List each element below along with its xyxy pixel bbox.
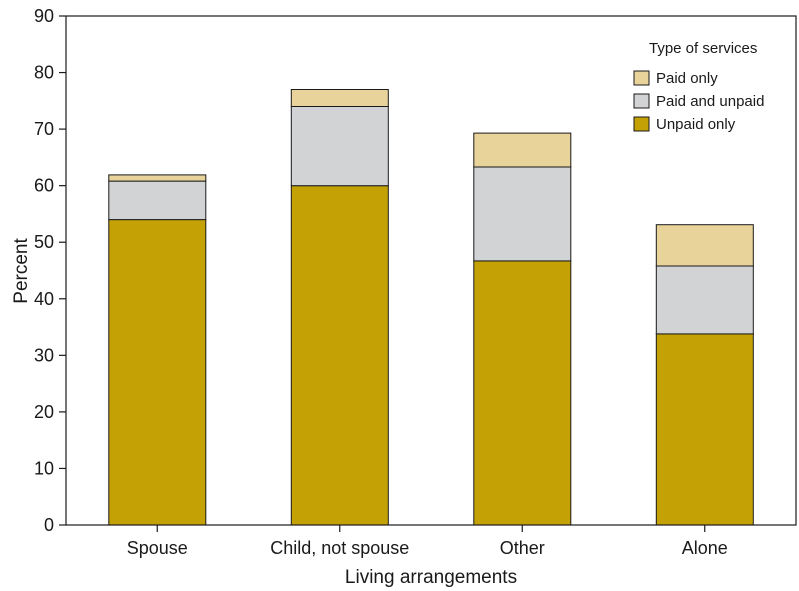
- y-tick-label: 30: [34, 345, 54, 365]
- legend-label-unpaid-only: Unpaid only: [656, 116, 736, 133]
- bar-child-not-spouse-paid-only: [290, 89, 389, 107]
- legend-swatch-paid-only: [633, 70, 650, 86]
- bar-child-not-spouse-paid-and-unpaid: [290, 106, 389, 187]
- x-axis: Spouse Child, not spouse Other Alone: [127, 525, 728, 558]
- y-tick-label: 0: [44, 515, 54, 535]
- legend-swatch-paid-and-unpaid: [633, 93, 650, 109]
- x-tick-label: Other: [500, 538, 545, 558]
- y-tick-label: 10: [34, 458, 54, 478]
- bar-other-paid-and-unpaid: [473, 166, 572, 262]
- bar-spouse-unpaid-only: [108, 219, 207, 526]
- bars-layer: [108, 89, 754, 526]
- y-axis: 0 10 20 30 40 50 60 70 80 90: [34, 6, 66, 535]
- bar-spouse-paid-only: [108, 174, 207, 182]
- legend-swatch-unpaid-only: [633, 116, 650, 132]
- bar-other-paid-only: [473, 132, 572, 168]
- y-tick-label: 60: [34, 176, 54, 196]
- legend-label-paid-only: Paid only: [656, 70, 718, 87]
- y-tick-label: 70: [34, 119, 54, 139]
- y-tick-label: 40: [34, 289, 54, 309]
- bar-child-not-spouse-unpaid-only: [290, 185, 389, 526]
- x-axis-title: Living arrangements: [345, 567, 517, 588]
- bar-spouse-paid-and-unpaid: [108, 180, 207, 221]
- legend-label-paid-and-unpaid: Paid and unpaid: [656, 93, 764, 110]
- bar-alone-paid-and-unpaid: [655, 265, 754, 335]
- x-tick-label: Spouse: [127, 538, 188, 558]
- bar-alone-paid-only: [655, 224, 754, 267]
- y-tick-label: 80: [34, 63, 54, 83]
- y-tick-label: 50: [34, 232, 54, 252]
- plot-frame: [65, 15, 797, 526]
- bar-other-unpaid-only: [473, 260, 572, 526]
- legend: Type of services Paid only Paid and unpai…: [633, 40, 764, 133]
- bar-alone-unpaid-only: [655, 333, 754, 526]
- y-axis-title: Percent: [11, 238, 32, 304]
- x-tick-label: Child, not spouse: [270, 538, 409, 558]
- y-tick-label: 20: [34, 402, 54, 422]
- y-tick-label: 90: [34, 6, 54, 26]
- x-tick-label: Alone: [682, 538, 728, 558]
- axes-layer: [65, 15, 797, 526]
- legend-title: Type of services: [649, 40, 757, 57]
